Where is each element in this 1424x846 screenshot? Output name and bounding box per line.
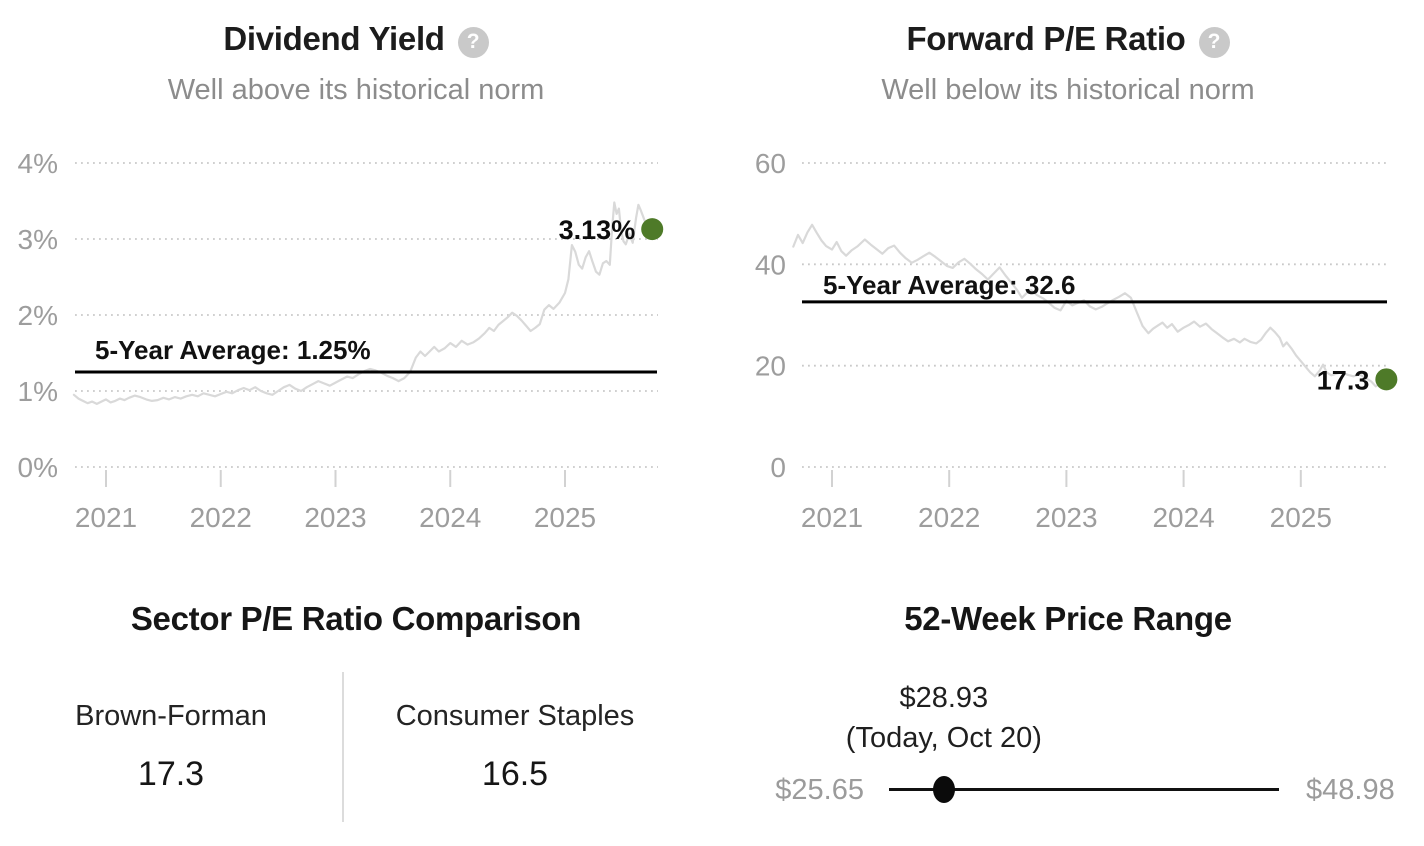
y-tick-label: 1% <box>18 376 58 407</box>
current-price-block: $28.93 (Today, Oct 20) <box>804 678 1084 758</box>
average-label: 5-Year Average: 32.6 <box>823 270 1075 300</box>
y-tick-label: 60 <box>755 148 786 179</box>
dividend-yield-chart: 0% 1% 2% 3% 4% 2021 2022 2023 2024 2025 5-Year Ave… <box>18 148 664 533</box>
price-range-marker <box>932 776 955 803</box>
y-tick-label: 40 <box>755 249 786 280</box>
dividend-yield-header: Dividend Yield ? <box>0 20 712 58</box>
current-price-date: (Today, Oct 20) <box>845 722 1042 754</box>
dividend-yield-panel: 0% 1% 2% 3% 4% 2021 2022 2023 2024 2025 5-Year Ave… <box>0 0 712 560</box>
series-line <box>792 223 1388 388</box>
chart-subtitle: Well below its historical norm <box>881 74 1255 106</box>
company-pe-value: 17.3 <box>137 755 205 793</box>
chart-subtitle: Well above its historical norm <box>167 74 545 106</box>
forward-pe-header: Forward P/E Ratio ? <box>712 20 1424 58</box>
y-tick-label: 20 <box>755 351 786 382</box>
current-price: $28.93 <box>899 682 989 714</box>
current-value-dot <box>641 218 664 241</box>
current-value-dot <box>1375 368 1398 391</box>
current-value-label: 17.3 <box>1317 365 1370 395</box>
sector-pe-column: Consumer Staples 16.5 <box>344 672 686 822</box>
help-icon[interactable]: ? <box>457 26 489 58</box>
x-tick-label: 2025 <box>534 502 596 533</box>
x-tick-label: 2023 <box>304 502 366 533</box>
x-tick-label: 2022 <box>190 502 252 533</box>
y-tick-label: 2% <box>18 300 58 331</box>
price-range-track <box>889 788 1279 791</box>
sector-name: Consumer Staples <box>395 700 635 732</box>
x-tick-label: 2021 <box>75 502 137 533</box>
price-range-panel: 52-Week Price Range $28.93 (Today, Oct 2… <box>712 560 1424 846</box>
sector-pe-value: 16.5 <box>481 755 549 793</box>
column-divider <box>342 672 344 822</box>
price-range-title: 52-Week Price Range <box>904 600 1232 637</box>
x-tick-label: 2024 <box>1152 502 1214 533</box>
current-value-label: 3.13% <box>559 215 636 245</box>
chart-title: Forward P/E Ratio <box>906 20 1186 57</box>
x-tick-label: 2025 <box>1270 502 1332 533</box>
chart-title: Dividend Yield <box>223 20 445 57</box>
x-tick-label: 2023 <box>1035 502 1097 533</box>
average-label: 5-Year Average: 1.25% <box>95 335 371 365</box>
range-max-label: $48.98 <box>1306 774 1395 806</box>
help-icon[interactable]: ? <box>1198 26 1230 58</box>
range-min-label: $25.65 <box>775 774 864 806</box>
sector-comparison-columns: Brown-Forman 17.3 Consumer Staples 16.5 <box>0 672 686 822</box>
forward-pe-chart: 0 20 40 60 2021 2022 2023 2024 2025 5-Year Averag… <box>755 148 1398 533</box>
y-tick-label: 0 <box>770 452 786 483</box>
sector-pe-comparison-panel: Sector P/E Ratio Comparison Brown-Forman… <box>0 560 712 846</box>
x-tick-label: 2022 <box>918 502 980 533</box>
sector-comparison-title: Sector P/E Ratio Comparison <box>130 600 582 637</box>
company-pe-column: Brown-Forman 17.3 <box>0 672 342 822</box>
forward-pe-panel: 0 20 40 60 2021 2022 2023 2024 2025 5-Year Averag… <box>712 0 1424 560</box>
y-tick-label: 4% <box>18 148 58 179</box>
x-tick-label: 2021 <box>801 502 863 533</box>
company-name: Brown-Forman <box>75 700 267 732</box>
x-tick-label: 2024 <box>419 502 481 533</box>
y-tick-label: 0% <box>18 452 58 483</box>
y-tick-label: 3% <box>18 224 58 255</box>
